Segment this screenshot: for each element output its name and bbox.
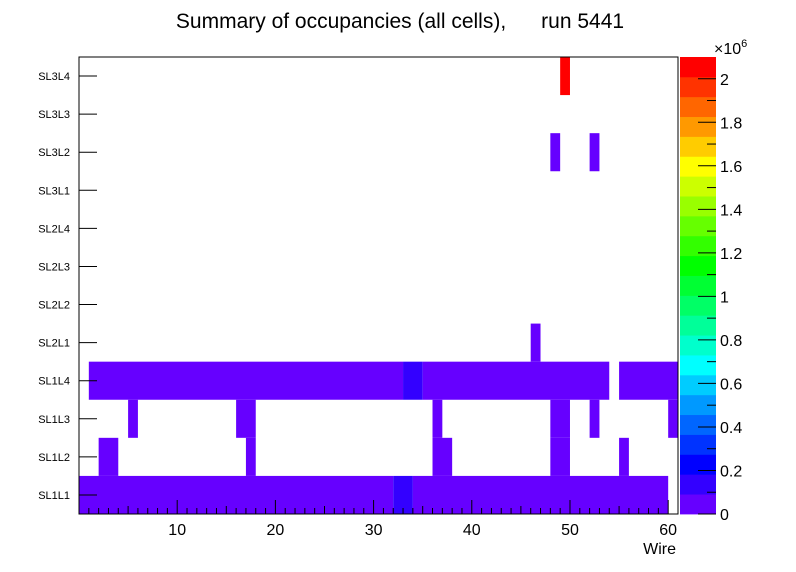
heatmap-cell (393, 475, 413, 514)
x-tick-label: 40 (463, 522, 481, 539)
color-scale-segment (680, 315, 716, 336)
z-tick-label: 1.4 (720, 202, 742, 219)
heatmap-cell (98, 437, 119, 476)
color-scale-segment (680, 494, 716, 515)
y-tick-label: SL1L2 (38, 452, 70, 464)
color-scale-segment (680, 215, 716, 237)
chart-title: Summary of occupancies (all cells), run … (176, 10, 624, 33)
color-scale-segment (680, 96, 716, 118)
y-tick-label: SL1L3 (38, 414, 70, 426)
heatmap-cell (560, 57, 570, 96)
heatmap-cell (88, 361, 404, 400)
color-scale-segment (680, 255, 716, 276)
x-tick-label: 20 (266, 522, 284, 539)
color-scale-segment (680, 295, 716, 316)
heatmap-cell (619, 361, 678, 400)
heatmap-cell (550, 133, 561, 172)
heatmap-cell (128, 399, 138, 438)
color-scale-segment (680, 335, 716, 356)
plot-frame (78, 56, 679, 515)
heatmap-cell (432, 437, 453, 476)
color-scale-segment (680, 394, 716, 416)
z-tick-label: 0 (720, 507, 729, 524)
color-scale-segment (680, 275, 716, 296)
z-tick-label: 2 (720, 72, 729, 89)
heatmap-cell (619, 437, 629, 476)
color-scale-segment (680, 156, 716, 177)
color-scale-segment (680, 116, 716, 137)
heatmap-cell (236, 399, 256, 438)
color-scale-segment (680, 76, 716, 98)
color-scale-segment (680, 57, 716, 78)
y-axis: SL1L1 SL1L2 SL1L3 SL1L4 SL2L1 SL2L2 SL2L3 SL2L4… (38, 71, 97, 502)
z-tick-label: 0.8 (720, 333, 742, 350)
y-tick-label: SL3L4 (38, 71, 70, 83)
color-scale-exponent-base: ×10 (714, 41, 741, 58)
color-scale-axis: 0 0.2 0.4 0.6 0.8 1 1.2 1.4 1.6 1.8 2 (698, 72, 742, 524)
color-scale-exponent: ×106 (714, 38, 747, 58)
y-tick-label: SL2L4 (38, 223, 70, 235)
y-tick-label: SL3L2 (38, 147, 70, 159)
z-tick-label: 0.6 (720, 376, 742, 393)
color-scale-exponent-power: 6 (741, 38, 747, 50)
color-scale-bar (680, 57, 716, 515)
color-scale-segment (680, 196, 716, 217)
color-scale-segment (680, 136, 716, 157)
heatmap-cell (668, 399, 678, 438)
heatmap-cell (403, 361, 423, 400)
heatmap-cell (550, 399, 570, 438)
x-tick-label: 10 (168, 522, 186, 539)
heatmap-cell (589, 399, 600, 438)
color-scale-segment (680, 176, 716, 197)
heatmap-cell (79, 475, 394, 514)
heatmap-cell (550, 437, 570, 476)
color-scale-segment (680, 434, 716, 455)
z-tick-label: 0.2 (720, 463, 742, 480)
x-tick-label: 50 (561, 522, 579, 539)
x-tick-label: 60 (659, 522, 677, 539)
y-tick-label: SL1L1 (38, 490, 70, 502)
heatmap-cell (589, 133, 600, 172)
color-scale-segment (680, 235, 716, 257)
z-tick-label: 1.8 (720, 115, 742, 132)
z-tick-label: 1.2 (720, 246, 742, 263)
color-scale-segment (680, 454, 716, 475)
y-tick-label: SL3L3 (38, 109, 70, 121)
y-tick-label: SL2L3 (38, 261, 70, 273)
y-tick-label: SL2L2 (38, 300, 70, 312)
color-scale-segment (680, 355, 716, 376)
y-tick-label: SL1L4 (38, 376, 70, 388)
z-tick-label: 0.4 (720, 420, 742, 437)
x-axis: 10 20 30 40 50 60 (78, 500, 679, 539)
heatmap-cell (530, 323, 541, 362)
x-axis-label: Wire (643, 541, 676, 558)
y-tick-label: SL3L1 (38, 185, 70, 197)
heatmap-cell (422, 361, 610, 400)
z-tick-label: 1 (720, 289, 729, 306)
x-tick-label: 30 (365, 522, 383, 539)
heatmap-cell (245, 437, 256, 476)
y-tick-label: SL2L1 (38, 338, 70, 350)
color-scale-segment (680, 414, 716, 435)
color-scale-segment (680, 474, 716, 495)
z-tick-label: 1.6 (720, 159, 742, 176)
color-scale-segment (680, 374, 716, 396)
heatmap-cell (412, 475, 669, 514)
heatmap-cell (432, 399, 443, 438)
plot-cells (79, 57, 678, 514)
